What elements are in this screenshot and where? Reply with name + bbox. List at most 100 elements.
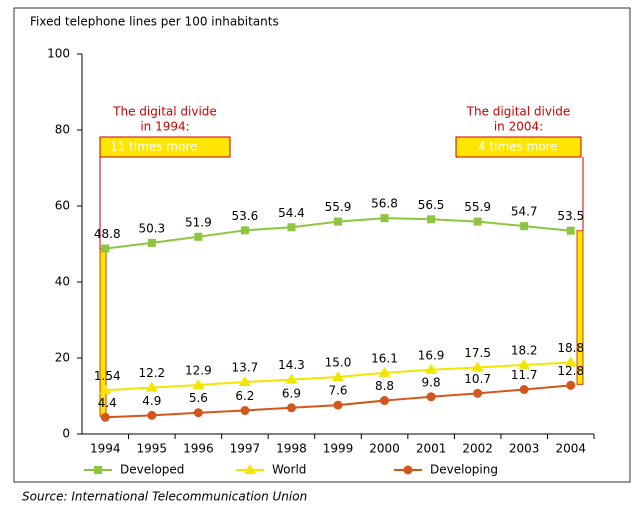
value-label: 54.7: [511, 205, 538, 219]
divide-title: The digital divide: [112, 105, 217, 119]
y-tick-label: 60: [55, 199, 70, 213]
x-tick-label: 1997: [230, 442, 261, 456]
source: Source: International Telecommunication …: [22, 490, 307, 504]
point: [473, 217, 482, 226]
value-label: 18.8: [557, 341, 584, 355]
point: [194, 232, 203, 241]
value-label: 18.2: [511, 343, 538, 357]
point: [471, 361, 484, 372]
legend-label: Developed: [120, 463, 184, 477]
divide-title: The digital divide: [466, 105, 571, 119]
value-label: 54.4: [278, 206, 305, 220]
x-tick-label: 2001: [416, 442, 447, 456]
point: [193, 408, 203, 418]
y-tick-label: 20: [55, 351, 70, 365]
value-label: 4.4: [98, 396, 117, 410]
x-tick-label: 2003: [509, 442, 540, 456]
divide-box: [455, 136, 582, 158]
y-tick-label: 100: [47, 47, 70, 61]
value-label: 50.3: [138, 221, 165, 235]
value-label: 55.9: [325, 200, 352, 214]
frame: [13, 7, 631, 483]
value-label: 48.8: [94, 227, 121, 241]
legend-label: World: [272, 463, 306, 477]
legend-label: Developing: [430, 463, 498, 477]
x-tick-label: 1994: [90, 442, 121, 456]
point: [334, 217, 342, 226]
point: [287, 223, 296, 232]
point: [332, 371, 344, 381]
value-label: 12.2: [138, 366, 165, 380]
point: [566, 380, 576, 390]
value-label: 11.7: [511, 368, 538, 382]
point: [333, 400, 343, 410]
point: [520, 222, 529, 231]
value-label: 56.8: [371, 197, 398, 211]
x-tick-label: 2000: [369, 442, 400, 456]
y-tick-label: 0: [62, 427, 70, 441]
value-label: 51.9: [185, 215, 212, 229]
value-label: 5.6: [189, 391, 208, 405]
x-tick-label: 1998: [276, 442, 307, 456]
point: [425, 363, 438, 374]
point: [378, 366, 391, 377]
point: [100, 412, 110, 422]
x-tick-label: 1995: [137, 442, 168, 456]
value-label: 13.7: [232, 360, 259, 374]
point: [99, 384, 112, 395]
divide-box: [99, 136, 231, 158]
point: [519, 385, 529, 395]
x-tick-label: 1996: [183, 442, 214, 456]
value-label: 12.8: [557, 364, 584, 378]
value-label: 53.6: [232, 209, 259, 223]
value-label: 55.9: [464, 200, 491, 214]
y-axis-label: Fixed telephone lines per 100 inhabitant…: [30, 15, 279, 29]
point: [240, 226, 249, 235]
value-label: 17.5: [464, 346, 491, 360]
point: [403, 465, 413, 475]
divide-box-text: 11 times more: [110, 140, 197, 154]
point: [285, 373, 298, 384]
value-label: 4.9: [142, 394, 161, 408]
point: [94, 466, 102, 474]
point: [566, 226, 575, 235]
point: [101, 244, 110, 253]
point: [518, 358, 531, 369]
value-label: 1.54: [94, 369, 121, 383]
value-label: 15.0: [325, 356, 352, 370]
point: [426, 392, 436, 402]
point: [564, 356, 577, 367]
value-label: 56.5: [418, 198, 445, 212]
value-label: 16.1: [371, 351, 398, 365]
point: [240, 405, 250, 415]
point: [473, 388, 483, 398]
value-label: 8.8: [375, 379, 394, 393]
x-tick-label: 2002: [462, 442, 493, 456]
point: [145, 381, 158, 392]
point: [192, 378, 205, 389]
point: [147, 238, 156, 247]
value-label: 7.6: [328, 384, 347, 398]
value-label: 12.9: [185, 363, 212, 377]
point: [147, 410, 157, 420]
point: [380, 396, 390, 406]
value-label: 6.2: [235, 389, 254, 403]
value-label: 10.7: [464, 372, 491, 386]
value-label: 9.8: [422, 375, 441, 389]
y-tick-label: 40: [55, 275, 70, 289]
point: [244, 464, 256, 474]
point: [238, 375, 251, 386]
divide-bracket: [576, 230, 584, 385]
y-tick-label: 80: [55, 123, 70, 137]
x-tick-label: 1999: [323, 442, 354, 456]
value-label: 53.5: [557, 209, 584, 223]
point: [286, 403, 296, 413]
value-label: 6.9: [282, 386, 301, 400]
divide-box-text: 4 times more: [478, 140, 558, 154]
divide-title: in 2004:: [494, 120, 543, 134]
divide-title: in 1994:: [140, 120, 189, 134]
x-tick-label: 2004: [555, 442, 586, 456]
value-label: 16.9: [418, 348, 445, 362]
